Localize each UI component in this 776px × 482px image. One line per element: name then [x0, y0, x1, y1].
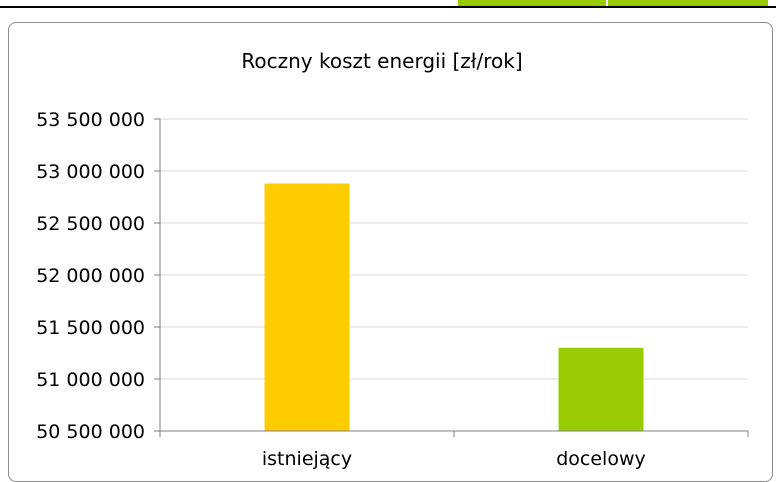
gridlines	[160, 118, 748, 380]
x-category-label: istniejący	[262, 448, 352, 470]
y-tick-label: 52 000 000	[36, 265, 145, 287]
top-strip-line	[0, 6, 776, 8]
y-tick-label: 51 000 000	[36, 369, 145, 391]
y-tick-label: 53 500 000	[36, 109, 145, 131]
x-axis-labels: istniejący docelowy	[262, 448, 646, 470]
y-tick-label: 51 500 000	[36, 317, 145, 339]
y-tick-label: 53 000 000	[36, 161, 145, 183]
bar-0	[264, 183, 350, 431]
chart-title: Roczny koszt energii [zł/rok]	[241, 49, 522, 73]
axes	[159, 119, 749, 437]
x-category-label: docelowy	[556, 448, 646, 470]
y-tick-label: 52 500 000	[36, 213, 145, 235]
bar-1	[558, 347, 644, 431]
top-strip	[0, 0, 776, 8]
bars	[264, 183, 644, 431]
top-strip-green-left	[458, 0, 606, 6]
y-axis-ticks: 50 500 000 51 000 000 51 500 000 52 000 000…	[36, 109, 160, 443]
top-strip-green-right	[608, 0, 768, 6]
y-tick-label: 50 500 000	[36, 421, 145, 443]
